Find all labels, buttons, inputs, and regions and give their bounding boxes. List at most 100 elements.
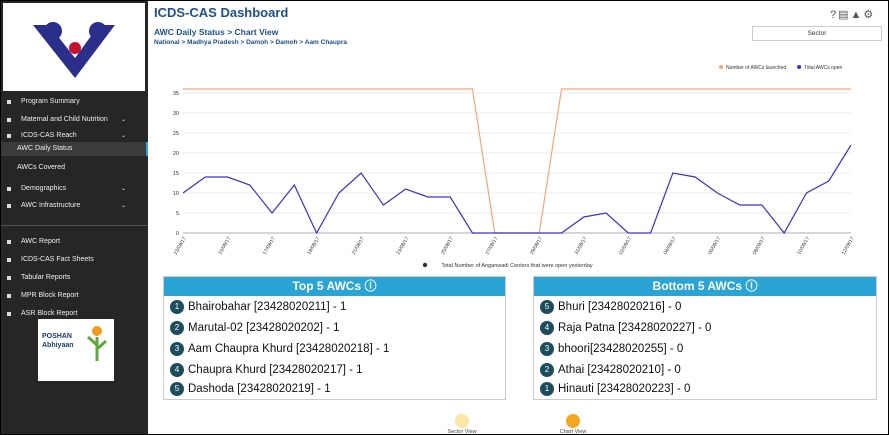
awc-label: Chaupra Khurd [23428020217] - 1 [188, 364, 363, 376]
top5-title: Top 5 AWCs ⓘ [164, 277, 505, 296]
x-tick-label: 06/09/17 [707, 236, 722, 256]
report-icon [7, 312, 11, 316]
x-tick-label: 13/08/17 [173, 236, 188, 256]
report-label: ICDS-CAS Fact Sheets [21, 256, 94, 263]
report-icon [7, 240, 11, 244]
x-tick-label: 15/08/17 [217, 236, 232, 256]
menu-item[interactable]: AWCs Covered [1, 161, 148, 175]
menu-label: Demographics [21, 185, 67, 192]
series-line [183, 88, 851, 234]
x-tick-label: 17/08/17 [262, 236, 277, 256]
y-tick-label: 0 [176, 231, 179, 237]
poshan-logo: POSHAN Abhiyaan [38, 319, 114, 381]
rank-badge: 3 [540, 341, 554, 356]
awc-label: Athai [23428020210] - 0 [558, 364, 681, 376]
logo [3, 3, 145, 91]
chevron: ⌄ [120, 117, 126, 123]
x-tick-label: 12/09/17 [841, 236, 856, 256]
menu-label: AWCs Covered [17, 164, 65, 171]
awc-label: Aam Chaupra Khurd [23428020218] - 1 [188, 343, 390, 355]
menu-item[interactable]: AWC Infrastructure ⌄ [1, 199, 148, 213]
rank-badge: 1 [170, 299, 184, 314]
y-tick-label: 30 [173, 111, 179, 117]
y-tick-label: 10 [173, 191, 179, 197]
list-row[interactable]: 5 Bhuri [23428020216] - 0 [540, 299, 681, 315]
x-tick-label: 10/09/17 [796, 236, 811, 256]
x-tick-label: 27/08/17 [485, 236, 500, 256]
report-item[interactable]: MPR Block Report [1, 289, 148, 303]
list-row[interactable]: 4 Chaupra Khurd [23428020217] - 1 [170, 362, 363, 378]
chart: 0 5 10 15 20 25 30 35 13/08/17 15/08/17 17/08/17 19… [173, 65, 856, 269]
top5-title-text: Top 5 AWCs [292, 279, 362, 293]
y-tick-label: 5 [176, 211, 179, 217]
separator [1, 225, 148, 226]
breadcrumb[interactable]: National > Madhya Pradesh > Damoh > Damo… [154, 39, 348, 46]
x-tick-label: 25/08/17 [440, 236, 455, 256]
chevron: ⌄ [120, 203, 126, 209]
list-row[interactable]: 5 Dashoda [23428020219] - 1 [170, 381, 331, 397]
list-row[interactable]: 3 bhoori[23428020255] - 0 [540, 341, 683, 357]
chart-caption: Total Number of Anganwadi Centers that w… [441, 263, 593, 269]
sector-view-label[interactable]: Sector View [447, 429, 477, 435]
rank-badge: 4 [540, 320, 554, 335]
report-label: Tabular Reports [21, 274, 71, 281]
menu-label: AWC Infrastructure [21, 202, 81, 209]
rank-badge: 5 [540, 299, 554, 314]
rank-badge: 4 [170, 362, 184, 377]
menu-icon [7, 100, 11, 104]
report-label: ASR Block Report [21, 310, 78, 317]
chart-view-dot[interactable] [566, 414, 580, 428]
menu-label: Maternal and Child Nutrition [21, 116, 108, 123]
x-tick-label: 21/08/17 [351, 236, 366, 256]
rank-badge: 2 [170, 320, 184, 335]
x-tick-label: 08/09/17 [752, 236, 767, 256]
poshan-title: POSHAN [42, 333, 72, 340]
menu-item[interactable]: AWC Daily Status [1, 142, 148, 156]
rank-badge: 2 [540, 362, 554, 377]
legend-label: Number of AWCs launched [726, 65, 786, 71]
menu-icon [7, 134, 11, 138]
report-item[interactable]: ICDS-CAS Fact Sheets [1, 253, 148, 267]
awc-label: Marutal-02 [23428020202] - 1 [188, 322, 340, 334]
sidebar: Program Summary Maternal and Child Nutrit… [1, 1, 148, 434]
chart-view-label[interactable]: Chart View [559, 429, 587, 435]
series-line [182, 144, 852, 235]
x-tick-label: 31/08/17 [574, 236, 589, 256]
report-item[interactable]: Tabular Reports [1, 271, 148, 285]
x-tick-label: 23/08/17 [395, 236, 410, 256]
report-label: MPR Block Report [21, 292, 79, 299]
x-tick-label: 02/09/17 [618, 236, 633, 256]
rank-badge: 3 [170, 341, 184, 356]
main: ICDS-CAS Dashboard AWC Daily Status > Ch… [148, 1, 888, 434]
list-row[interactable]: 2 Marutal-02 [23428020202] - 1 [170, 320, 340, 336]
sector-button[interactable]: Sector [752, 26, 882, 41]
list-row[interactable]: 1 Bhairobahar [23428020211] - 1 [170, 299, 346, 315]
legend-swatch [719, 65, 723, 69]
menu-item[interactable]: ICDS-CAS Reach ⌄ [1, 129, 148, 143]
list-row[interactable]: 3 Aam Chaupra Khurd [23428020218] - 1 [170, 341, 389, 357]
y-tick-label: 35 [173, 91, 179, 97]
top5-panel: Top 5 AWCs ⓘ 1 Bhairobahar [23428020211] … [163, 276, 506, 400]
logo-art [33, 22, 115, 78]
report-item[interactable]: AWC Report [1, 235, 148, 249]
bottom5-title-text: Bottom 5 AWCs [652, 279, 743, 293]
report-item[interactable]: ASR Block Report [1, 307, 148, 321]
poshan-subtitle: Abhiyaan [42, 342, 74, 349]
page-title: ICDS-CAS Dashboard [154, 5, 289, 20]
y-tick-label: 20 [173, 151, 179, 157]
menu-label: Program Summary [21, 98, 80, 105]
menu-item[interactable]: Program Summary [1, 95, 148, 109]
list-row[interactable]: 4 Raja Patna [23428020227] - 0 [540, 320, 711, 336]
report-icon [7, 276, 11, 280]
menu-item[interactable]: Demographics ⌄ [1, 182, 148, 196]
awc-label: Hinauti [23428020223] - 0 [558, 383, 691, 395]
sector-view-dot[interactable] [455, 414, 469, 428]
bottom5-title: Bottom 5 AWCs ⓘ [534, 277, 876, 296]
report-icon [7, 294, 11, 298]
list-row[interactable]: 1 Hinauti [23428020223] - 0 [540, 381, 690, 397]
report-icon [7, 258, 11, 262]
menu-item[interactable]: Maternal and Child Nutrition ⌄ [1, 113, 148, 127]
list-row[interactable]: 2 Athai [23428020210] - 0 [540, 362, 681, 378]
toolbar-icons[interactable]: ?▤▲⚙ [830, 9, 876, 21]
